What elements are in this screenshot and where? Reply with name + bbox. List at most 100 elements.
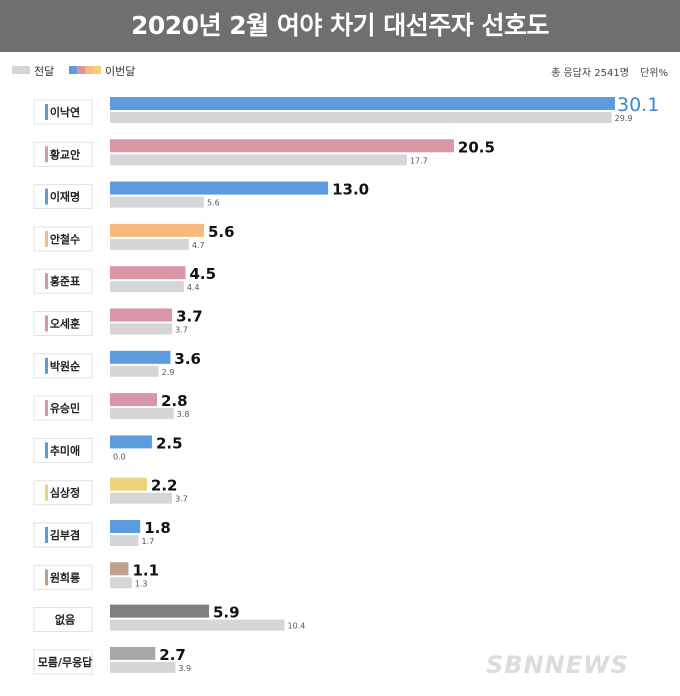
category-marker (45, 104, 48, 120)
category-marker (45, 400, 48, 417)
bar-current (110, 139, 454, 153)
category-label-box (33, 395, 93, 421)
bar-prev (110, 661, 176, 673)
category-marker (45, 188, 48, 205)
category-marker (45, 527, 48, 543)
bar-current (110, 646, 156, 660)
value-label-prev: 4.7 (192, 241, 205, 250)
value-label-current: 3.7 (176, 308, 203, 326)
value-label-current: 5.9 (213, 604, 240, 622)
value-label-prev: 1.3 (135, 579, 148, 588)
bar-current (110, 181, 329, 195)
category-label-box (33, 353, 93, 379)
respondents-text: 총 응답자 2541명 (551, 68, 629, 79)
watermark-logo: SBNNEWS (486, 651, 629, 679)
bar-prev (110, 238, 189, 250)
value-label-prev: 4.4 (187, 283, 200, 292)
category-label-box (33, 522, 93, 548)
bar-prev (110, 281, 184, 293)
value-label-prev: 3.7 (175, 495, 188, 504)
category-label-box (33, 480, 93, 506)
bar-prev (110, 154, 407, 166)
category-marker (45, 569, 48, 586)
category-label: 심상정 (50, 486, 80, 500)
category-label: 안철수 (50, 232, 80, 246)
category-marker (45, 273, 48, 290)
value-label-prev: 10.4 (287, 622, 305, 631)
legend-label-curr: 이번달 (105, 65, 136, 78)
category-label-box (33, 649, 93, 675)
value-label-current: 13.0 (332, 181, 369, 199)
category-label-box (33, 99, 93, 125)
bar-current (110, 604, 209, 618)
value-label-current: 1.1 (132, 561, 159, 579)
category-marker (45, 442, 48, 459)
value-label-prev: 17.7 (410, 156, 428, 165)
value-label-prev: 2.9 (162, 368, 175, 377)
category-label-box (33, 564, 93, 590)
survey-meta: 총 응답자 2541명 단위% (543, 64, 668, 79)
bar-current (110, 393, 157, 407)
value-label-current: 2.7 (159, 646, 186, 664)
value-label-current: 4.5 (189, 265, 216, 283)
category-label-box (33, 311, 93, 336)
bar-prev (110, 492, 173, 504)
value-label-prev: 5.6 (207, 199, 220, 208)
value-label-prev: 0.0 (113, 452, 126, 461)
bar-prev (110, 365, 159, 377)
category-label: 없음 (55, 614, 75, 627)
title-bar: 2020년 2월 여야 차기 대선주자 선호도 (0, 0, 680, 52)
value-label-current: 30.1 (617, 94, 659, 116)
value-label-current: 2.8 (161, 392, 188, 410)
bar-current (110, 435, 152, 449)
bar-prev (110, 577, 132, 589)
category-label-box (33, 141, 93, 167)
value-label-prev: 29.9 (615, 114, 633, 123)
bar-current (110, 350, 171, 364)
bar-current (110, 477, 147, 491)
category-label: 오세훈 (50, 317, 80, 331)
category-label: 모름/무응답 (38, 655, 93, 669)
value-label-current: 2.5 (156, 434, 183, 452)
category-label-box (33, 437, 93, 463)
value-label-prev: 1.7 (142, 537, 155, 546)
unit-text: 단위% (640, 68, 668, 79)
category-label: 황교안 (50, 147, 80, 161)
bar-current (110, 223, 204, 237)
category-label: 김부겸 (50, 529, 80, 542)
category-label: 원희룡 (50, 570, 80, 584)
bar-prev (110, 619, 285, 631)
bar-prev (110, 535, 139, 546)
bar-current (110, 266, 186, 280)
category-label: 이낙연 (50, 105, 80, 119)
bar-prev (110, 323, 173, 335)
value-label-current: 20.5 (458, 138, 495, 156)
category-label: 이재명 (50, 190, 80, 204)
value-label-prev: 3.7 (175, 326, 188, 335)
category-marker (45, 315, 48, 332)
category-marker (45, 484, 48, 501)
category-marker (45, 146, 48, 163)
value-label-current: 3.6 (174, 350, 201, 368)
legend-swatch-curr (69, 66, 101, 74)
category-label: 박원순 (50, 359, 80, 373)
category-label: 추미애 (50, 443, 80, 457)
value-label-current: 1.8 (144, 519, 171, 537)
bar-current (110, 562, 129, 576)
category-label-box (33, 607, 93, 633)
category-label: 유승민 (50, 401, 80, 415)
value-label-current: 2.2 (151, 477, 178, 495)
legend-swatch-prev (12, 66, 30, 74)
value-label-prev: 3.9 (178, 664, 191, 673)
category-label-box (33, 184, 93, 210)
bar-current (110, 308, 173, 322)
value-label-prev: 3.8 (177, 410, 190, 419)
bar-current (110, 97, 615, 110)
category-label-box (33, 268, 93, 294)
chart-title: 2020년 2월 여야 차기 대선주자 선호도 (131, 11, 550, 40)
category-label: 홍준표 (50, 274, 80, 288)
category-marker (45, 357, 48, 374)
value-label-current: 5.6 (208, 223, 235, 241)
category-label-box (33, 226, 93, 252)
